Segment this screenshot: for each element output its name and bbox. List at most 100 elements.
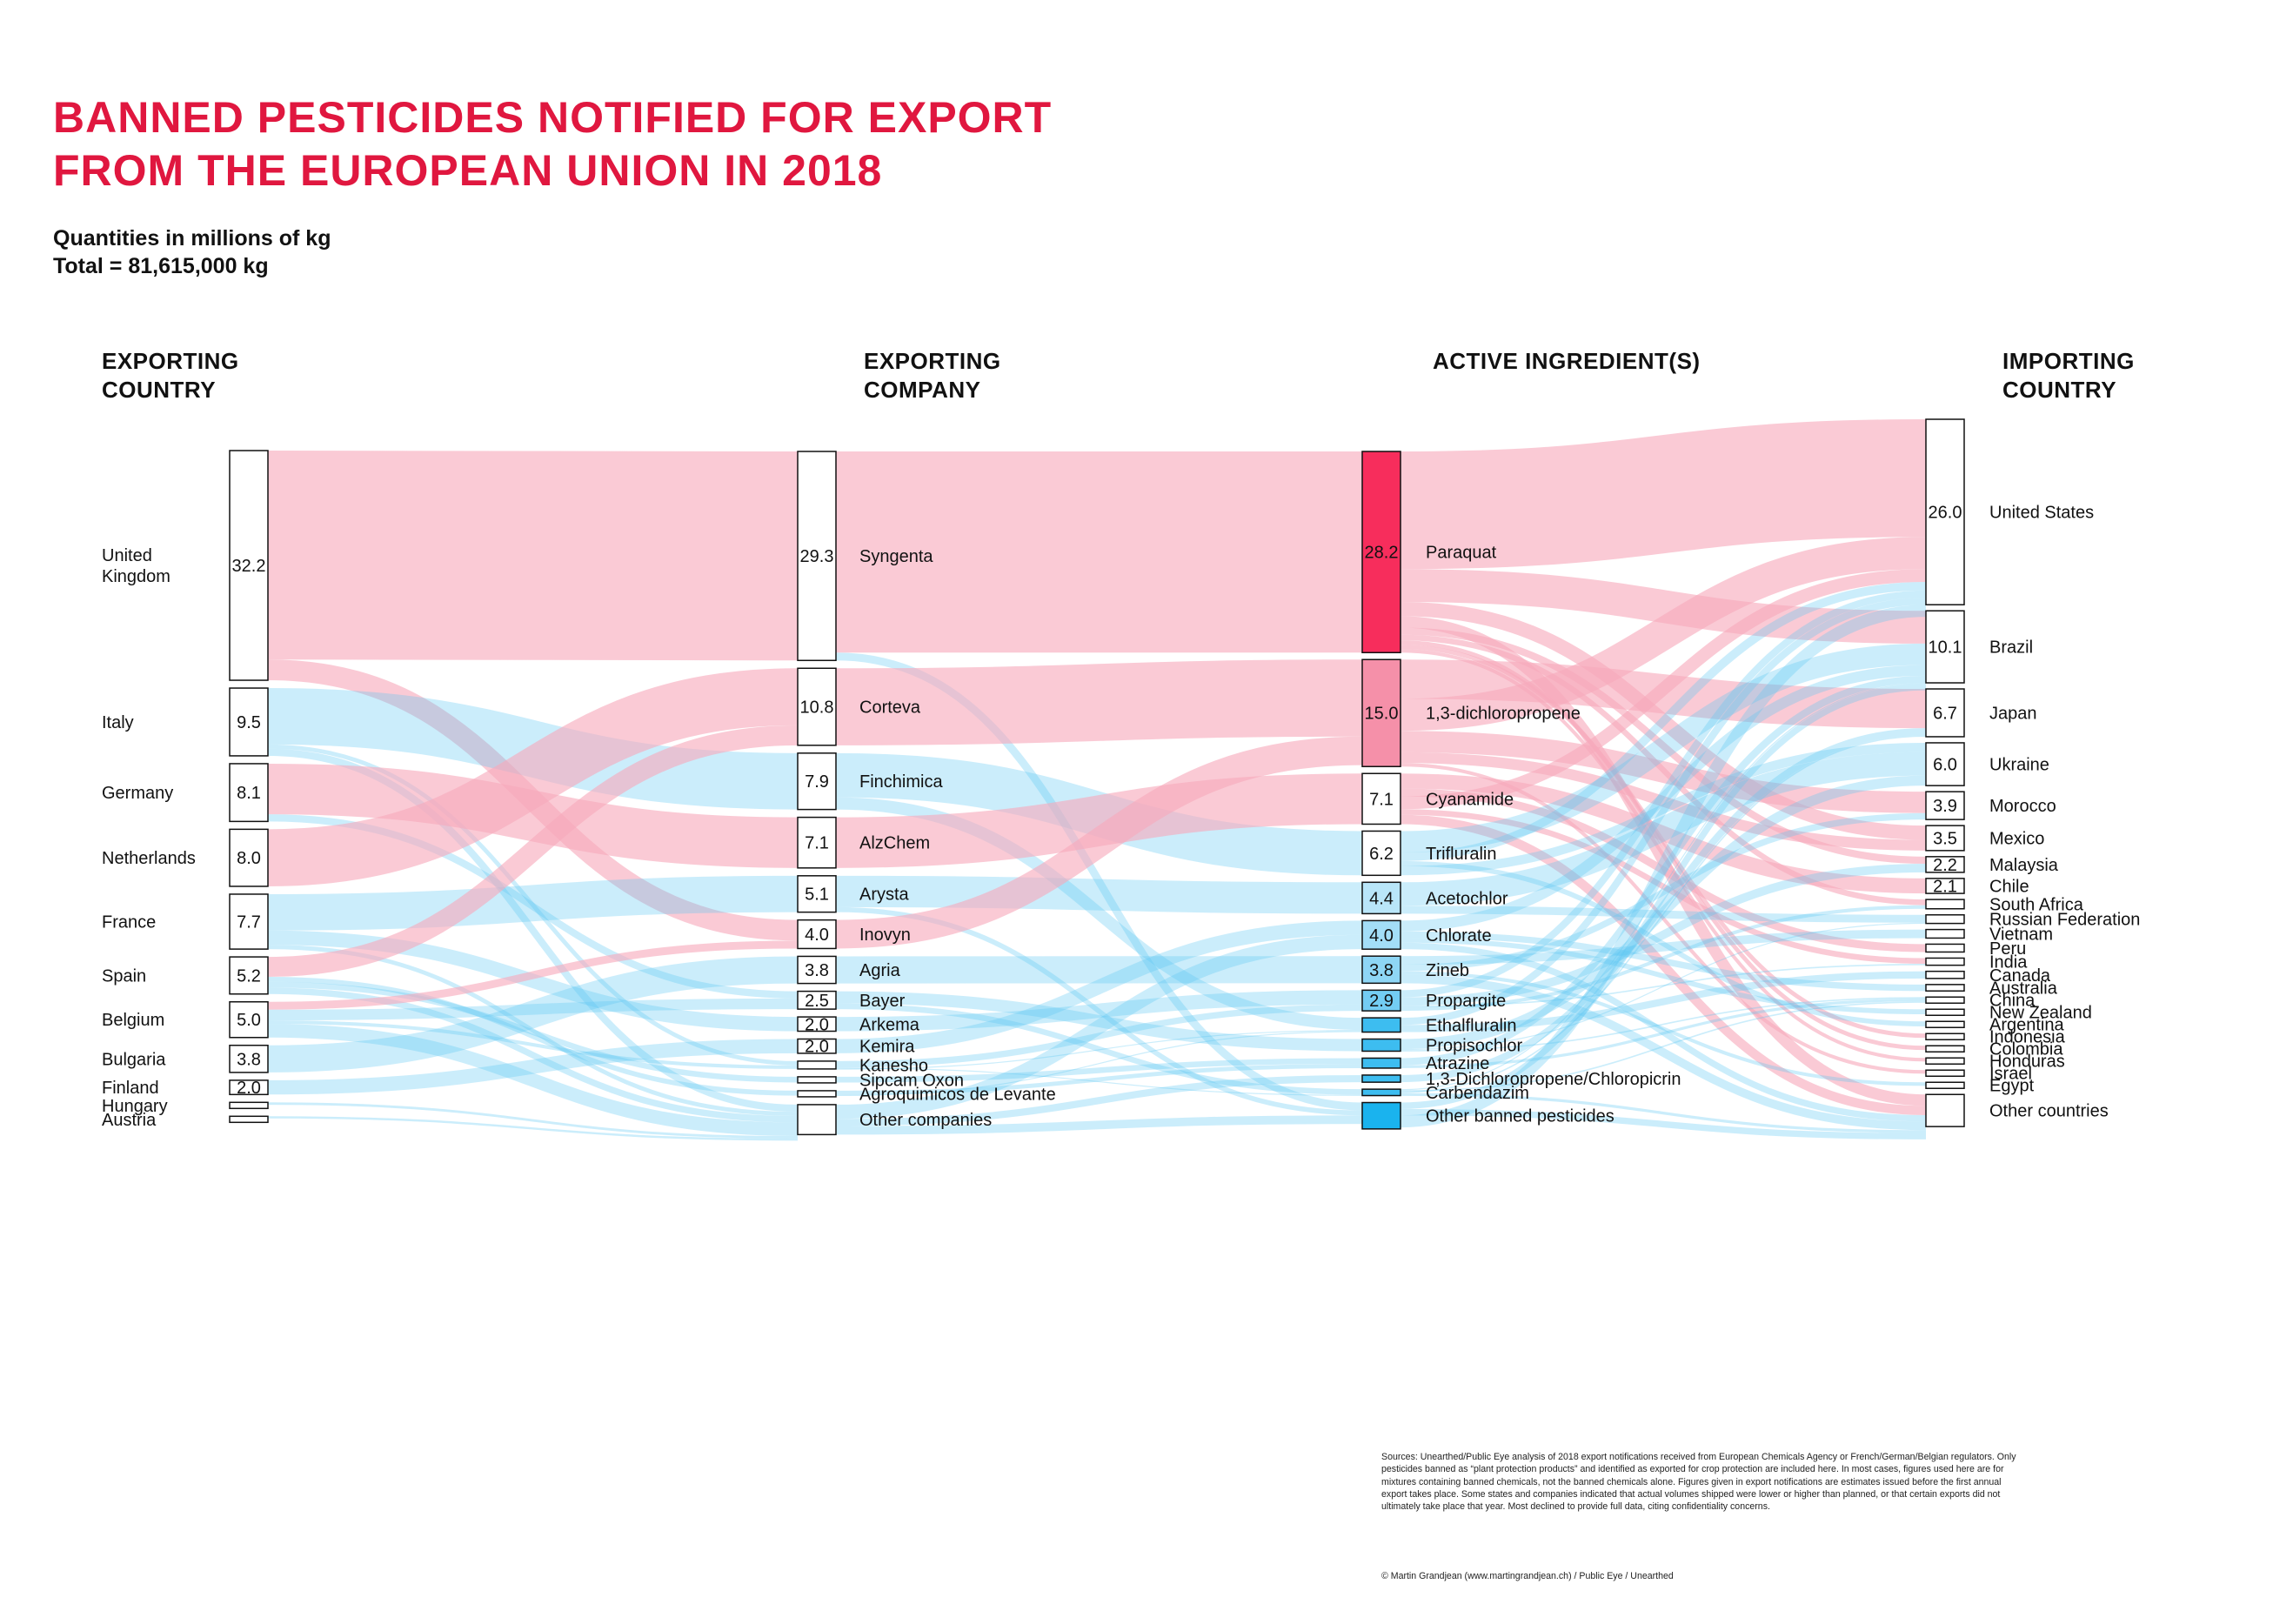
active-ingredient-label-atrazine: Atrazine (1426, 1054, 1489, 1073)
importing-country-label-australia: Australia (1989, 979, 2058, 999)
active-ingredient-label-1-3-dichloropropene-chloropicrin: 1,3-Dichloropropene/Chloropicrin (1426, 1070, 1681, 1089)
active-ingredient-node-propargite (1361, 989, 1401, 1012)
exporting-company-label-other-companies: Other companies (859, 1111, 992, 1130)
importing-country-label-other-countries: Other countries (1989, 1102, 2109, 1121)
importing-country-node-israel (1925, 1069, 1965, 1077)
exporting-country-value-netherlands: 8.0 (237, 849, 261, 868)
active-ingredient-label-paraquat: Paraquat (1426, 544, 1497, 563)
exporting-country-label-finland: Finland (102, 1079, 159, 1098)
exporting-country-node-austria (229, 1115, 269, 1124)
importing-country-label-ukraine: Ukraine (1989, 756, 2049, 775)
title-line-2: FROM THE EUROPEAN UNION IN 2018 (53, 146, 883, 195)
flow-1-3-dichloropropene-to-mexico (1400, 752, 1927, 851)
exporting-company-node-sipcam-oxon (797, 1076, 837, 1084)
active-ingredient-label-chlorate: Chlorate (1426, 926, 1492, 946)
exporting-company-label-finchimica: Finchimica (859, 772, 943, 792)
exporting-country-label-austria: Austria (102, 1111, 157, 1130)
exporting-company-label-alzchem: AlzChem (859, 834, 930, 853)
column-header-line: EXPORTING (864, 348, 1001, 374)
importing-country-node-india (1925, 957, 1965, 966)
exporting-country-label-spain: Spain (102, 966, 146, 986)
flow-paraquat-to-other-countries (1400, 616, 1927, 1106)
flow-propisochlor-to-russian-federation (1400, 922, 1927, 1051)
importing-country-node-japan (1925, 688, 1965, 738)
flow-arkema-to-propargite (835, 990, 1363, 1032)
active-ingredient-value-1-3-dichloropropene: 15.0 (1365, 705, 1399, 724)
active-ingredient-value-paraquat: 28.2 (1365, 544, 1399, 563)
column-header-line: COMPANY (864, 377, 981, 403)
flow-carbendazim-to-brazil (1400, 683, 1927, 1091)
active-ingredient-node-chlorate (1361, 919, 1401, 950)
column-header-active-ingredients: ACTIVE INGREDIENT(S) (1433, 347, 1701, 376)
active-ingredient-value-trifluralin: 6.2 (1369, 845, 1394, 864)
flow-other-companies-to-chlorate (835, 934, 1363, 1119)
active-ingredient-node-carbendazim (1361, 1088, 1401, 1097)
exporting-company-node-bayer (797, 990, 837, 1010)
active-ingredient-label-propisochlor: Propisochlor (1426, 1036, 1523, 1055)
flow-acetochlor-to-ukraine (1400, 752, 1927, 906)
flow-corteva-to-1-3-dichloropropene (835, 659, 1363, 745)
exporting-country-node-finland (229, 1079, 269, 1096)
exporting-country-value-italy: 9.5 (237, 713, 261, 732)
flow-paraquat-to-united-states (1400, 419, 1927, 570)
flow-kanesho-to-ethalfluralin (835, 1030, 1363, 1070)
importing-country-node-united-states (1925, 418, 1965, 605)
column-header-exporting-country: EXPORTING COUNTRY (102, 347, 239, 404)
exporting-company-label-bayer: Bayer (859, 992, 906, 1011)
flow-bayer-to-propisochlor (835, 991, 1363, 1052)
importing-country-value-malaysia: 2.2 (1933, 856, 1957, 875)
exporting-company-node-syngenta (797, 451, 837, 662)
importing-country-node-egypt (1925, 1081, 1965, 1089)
exporting-company-label-kanesho: Kanesho (859, 1056, 928, 1075)
exporting-country-node-bulgaria (229, 1044, 269, 1073)
active-ingredient-node-zineb (1361, 955, 1401, 985)
flow-other-banned-pesticides-to-united-states (1400, 605, 1927, 1128)
importing-country-label-indonesia: Indonesia (1989, 1028, 2066, 1047)
exporting-country-label-united-kingdom: United Kingdom (102, 546, 170, 586)
importing-country-label-chile: Chile (1989, 877, 2029, 896)
column-header-line: IMPORTING (2002, 348, 2135, 374)
flow-carbendazim-to-china (1400, 1001, 1927, 1092)
exporting-country-value-united-kingdom: 32.2 (232, 557, 266, 576)
flow-other-companies-to-other-banned-pesticides (835, 1115, 1363, 1135)
chart-title: BANNED PESTICIDES NOTIFIED FOR EXPORT FR… (53, 91, 1052, 197)
importing-country-label-brazil: Brazil (1989, 638, 2033, 658)
flow-netherlands-to-corteva (267, 668, 799, 886)
importing-country-label-argentina: Argentina (1989, 1016, 2064, 1035)
flow-other-companies-to-1-3-dichloropropene-chloropicrin (835, 1074, 1363, 1126)
flow-1-3-dichloropropene-to-united-states (1400, 537, 1927, 732)
exporting-company-value-alzchem: 7.1 (805, 834, 829, 853)
flow-italy-to-kanesho (267, 744, 799, 1066)
flow-united-kingdom-to-syngenta (267, 451, 799, 661)
importing-country-label-vietnam: Vietnam (1989, 926, 2053, 945)
flow-hungary-to-other-companies (267, 1102, 799, 1139)
exporting-company-label-inovyn: Inovyn (859, 926, 911, 945)
importing-country-value-morocco: 3.9 (1933, 797, 1957, 816)
exporting-country-node-spain (229, 956, 269, 995)
importing-country-node-argentina (1925, 1020, 1965, 1028)
flow-inovyn-to-1-3-dichloropropene (835, 736, 1363, 949)
flow-chlorate-to-brazil (1400, 665, 1927, 932)
exporting-country-value-bulgaria: 3.8 (237, 1050, 261, 1069)
exporting-company-node-agroquimicos-de-levante (797, 1090, 837, 1098)
flow-trifluralin-to-brazil (1400, 643, 1927, 853)
flow-chlorate-to-new-zealand (1400, 938, 1927, 1014)
flow-belgium-to-inovyn (267, 940, 799, 1010)
importing-country-label-china: China (1989, 992, 2036, 1011)
importing-country-node-vietnam (1925, 928, 1965, 939)
importing-country-node-canada (1925, 970, 1965, 979)
exporting-company-value-syngenta: 29.3 (800, 547, 834, 566)
importing-country-label-colombia: Colombia (1989, 1040, 2063, 1059)
column-header-importing-country: IMPORTING COUNTRY (2002, 347, 2135, 404)
importing-country-node-peru (1925, 943, 1965, 953)
active-ingredient-value-zineb: 3.8 (1369, 961, 1394, 980)
exporting-country-value-france: 7.7 (237, 913, 261, 932)
flow-zineb-to-morocco (1400, 812, 1927, 972)
exporting-company-label-agroquimicos-de-levante: Agroquimicos de Levante (859, 1085, 1056, 1104)
importing-country-label-honduras: Honduras (1989, 1053, 2065, 1072)
importing-country-node-morocco (1925, 791, 1965, 820)
flow-acetochlor-to-russian-federation (1400, 906, 1927, 923)
flow-zineb-to-egypt (1400, 971, 1927, 1086)
flow-other-banned-pesticides-to-other-countries (1400, 1108, 1927, 1139)
exporting-company-value-finchimica: 7.9 (805, 772, 829, 792)
